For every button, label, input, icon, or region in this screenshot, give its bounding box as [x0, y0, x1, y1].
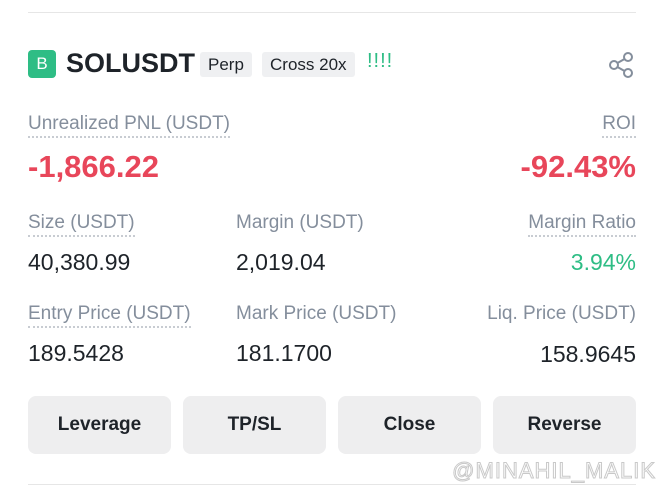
stat-label: Mark Price (USDT) [236, 303, 397, 324]
stat-value: 181.1700 [236, 340, 332, 366]
watermark: @MINAHIL_MALIK [452, 458, 656, 484]
badge: B [28, 50, 56, 78]
tag: Cross 20x [262, 52, 355, 77]
share-icon[interactable] [608, 52, 636, 78]
button[interactable]: Reverse [493, 396, 636, 454]
button[interactable]: Leverage [28, 396, 171, 454]
pnl-label: Unrealized PNL (USDT) [28, 113, 231, 138]
divider [28, 484, 636, 485]
tag: Perp [200, 52, 252, 77]
stat-value: 40,380.99 [28, 249, 131, 275]
roi-value: -92.43% [520, 149, 636, 184]
stat-value: 158.9645 [540, 341, 636, 367]
roi-label: ROI [602, 113, 636, 138]
stat-label: Margin Ratio [528, 212, 636, 237]
symbol: SOLUSDT [66, 48, 196, 78]
button[interactable]: Close [338, 396, 481, 454]
stat-value: 3.94% [570, 249, 636, 275]
stat-value: 189.5428 [28, 340, 124, 366]
stat-label: Entry Price (USDT) [28, 303, 191, 328]
pnl-value: -1,866.22 [28, 149, 159, 184]
stat-label: Margin (USDT) [236, 212, 364, 233]
divider [28, 12, 636, 13]
stat-value: 2,019.04 [236, 249, 326, 275]
stat-label: Liq. Price (USDT) [487, 303, 636, 324]
stat-label: Size (USDT) [28, 212, 135, 237]
signal: !!!! [367, 50, 394, 72]
button[interactable]: TP/SL [183, 396, 326, 454]
